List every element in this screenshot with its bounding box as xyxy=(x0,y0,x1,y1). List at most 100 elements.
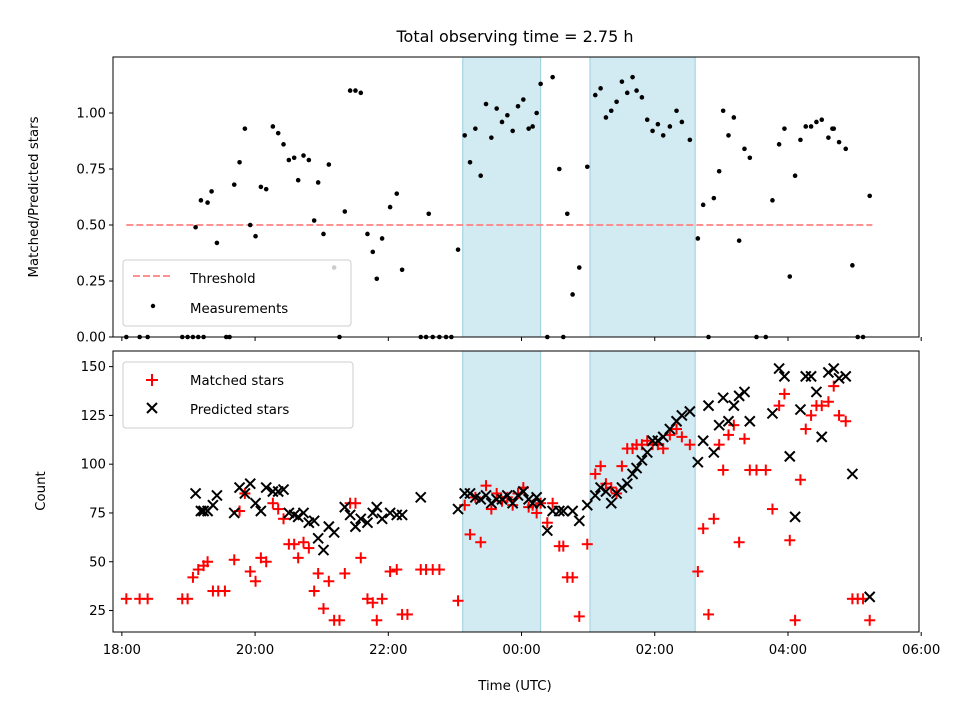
predicted-star-point xyxy=(594,481,607,494)
predicted-star-point xyxy=(605,497,617,509)
predicted-star-point xyxy=(713,419,725,431)
bottom-panel: 25 50 75 100 125 150 18:00 20:00 22:00 00:00 02:0… xyxy=(34,350,940,694)
bottom-legend: Matched stars Predicted stars xyxy=(122,361,354,429)
measurement-point xyxy=(237,159,242,165)
measurement-point xyxy=(720,108,726,114)
measurement-point xyxy=(603,115,609,120)
predicted-star-point xyxy=(566,505,579,517)
predicted-star-point xyxy=(480,489,492,502)
matched-star-point xyxy=(433,564,445,576)
predicted-star-point xyxy=(255,505,267,517)
shaded-interval-1 xyxy=(462,350,542,633)
matched-star-point xyxy=(244,566,256,578)
predicted-star-point xyxy=(676,409,688,422)
matched-star-point xyxy=(120,593,132,605)
predicted-star-point xyxy=(485,497,498,509)
matched-star-point xyxy=(219,585,231,597)
x-tick-label: 04:00 xyxy=(769,643,807,658)
predicted-star-point xyxy=(636,454,648,466)
measurements-legend-swatch xyxy=(150,303,156,309)
measurement-point xyxy=(776,142,782,147)
threshold-legend-label: Threshold xyxy=(189,272,256,287)
predicted-star-point xyxy=(810,386,823,398)
predicted-star-point xyxy=(621,477,633,490)
matched-star-point xyxy=(760,464,772,476)
predicted-star-point xyxy=(371,501,383,513)
measurement-point xyxy=(534,110,539,116)
predicted-star-point xyxy=(717,392,729,404)
matched-star-point xyxy=(581,538,593,550)
top-y-tick-label: 0.00 xyxy=(76,331,106,346)
measurement-point xyxy=(798,137,803,143)
bottom-y-tick-label: 75 xyxy=(89,506,106,521)
matched-star-point xyxy=(794,474,806,486)
predicted-star-point xyxy=(452,503,464,515)
predicted-legend-swatch xyxy=(146,402,158,414)
predicted-star-point xyxy=(501,489,514,502)
matched-star-point xyxy=(308,585,320,597)
measurement-point xyxy=(667,124,673,129)
measurement-point xyxy=(850,263,855,268)
matched-star-point xyxy=(323,575,335,587)
matched-star-point xyxy=(267,497,279,509)
measurement-point xyxy=(306,157,312,163)
top-x-axis-ticks xyxy=(121,337,922,341)
predicted-star-point xyxy=(249,497,262,509)
predicted-star-point xyxy=(784,450,796,463)
measurement-point xyxy=(326,162,332,167)
measurement-point xyxy=(515,103,521,109)
matched-star-point xyxy=(531,507,543,519)
measurements-series xyxy=(124,74,873,340)
top-shaded-intervals xyxy=(462,56,696,338)
matched-star-point xyxy=(738,433,750,445)
matched-star-point xyxy=(333,614,345,626)
measurement-point xyxy=(301,153,306,158)
x-tick-label: 22:00 xyxy=(369,643,407,658)
predicted-star-point xyxy=(789,511,801,523)
matched-star-point xyxy=(778,388,790,400)
matched-star-point xyxy=(339,567,351,579)
measurement-point xyxy=(614,99,619,105)
matched-star-point xyxy=(202,556,214,568)
measurement-point xyxy=(843,146,849,152)
predicted-star-point xyxy=(339,501,351,513)
measurement-point xyxy=(231,182,237,187)
measurement-point xyxy=(315,180,321,185)
matched-star-point xyxy=(784,534,796,546)
matched-star-point xyxy=(822,396,834,408)
predicted-star-point xyxy=(581,499,593,511)
measurement-point xyxy=(598,86,603,91)
predicted-star-point xyxy=(641,446,653,459)
matched-star-point xyxy=(573,610,585,622)
measurement-point xyxy=(564,211,570,217)
predicted-star-point xyxy=(773,362,785,375)
bottom-y-axis-label: Count xyxy=(34,471,49,511)
predicted-star-point xyxy=(626,468,639,480)
matched-star-point xyxy=(692,566,704,578)
shaded-interval-1 xyxy=(462,56,542,338)
matched-star-point xyxy=(750,464,762,476)
measurement-point xyxy=(716,168,722,174)
predicted-star-point xyxy=(308,515,320,527)
measurement-point xyxy=(242,126,248,131)
measurement-point xyxy=(499,119,505,125)
top-axes-frame xyxy=(112,56,920,338)
matched-star-point xyxy=(567,571,579,583)
predicted-star-point xyxy=(816,431,828,443)
matched-star-point xyxy=(605,482,617,494)
matched-star-point xyxy=(401,608,413,620)
measurement-point xyxy=(736,238,742,243)
measurement-point xyxy=(819,117,825,123)
measurement-point xyxy=(695,236,701,241)
bottom-y-tick-label: 150 xyxy=(81,360,106,375)
top-panel: 0.00 0.25 0.50 0.75 1.00 Matched/Predicted s… xyxy=(27,56,922,346)
top-y-axis-label: Matched/Predicted stars xyxy=(27,116,42,277)
predicted-star-point xyxy=(822,366,835,379)
measurement-point xyxy=(473,126,478,131)
predicted-star-point xyxy=(708,446,720,459)
predicted-star-point xyxy=(506,497,519,509)
predicted-star-point xyxy=(349,520,362,533)
matched-star-point xyxy=(708,513,720,525)
measurement-point xyxy=(394,191,400,196)
